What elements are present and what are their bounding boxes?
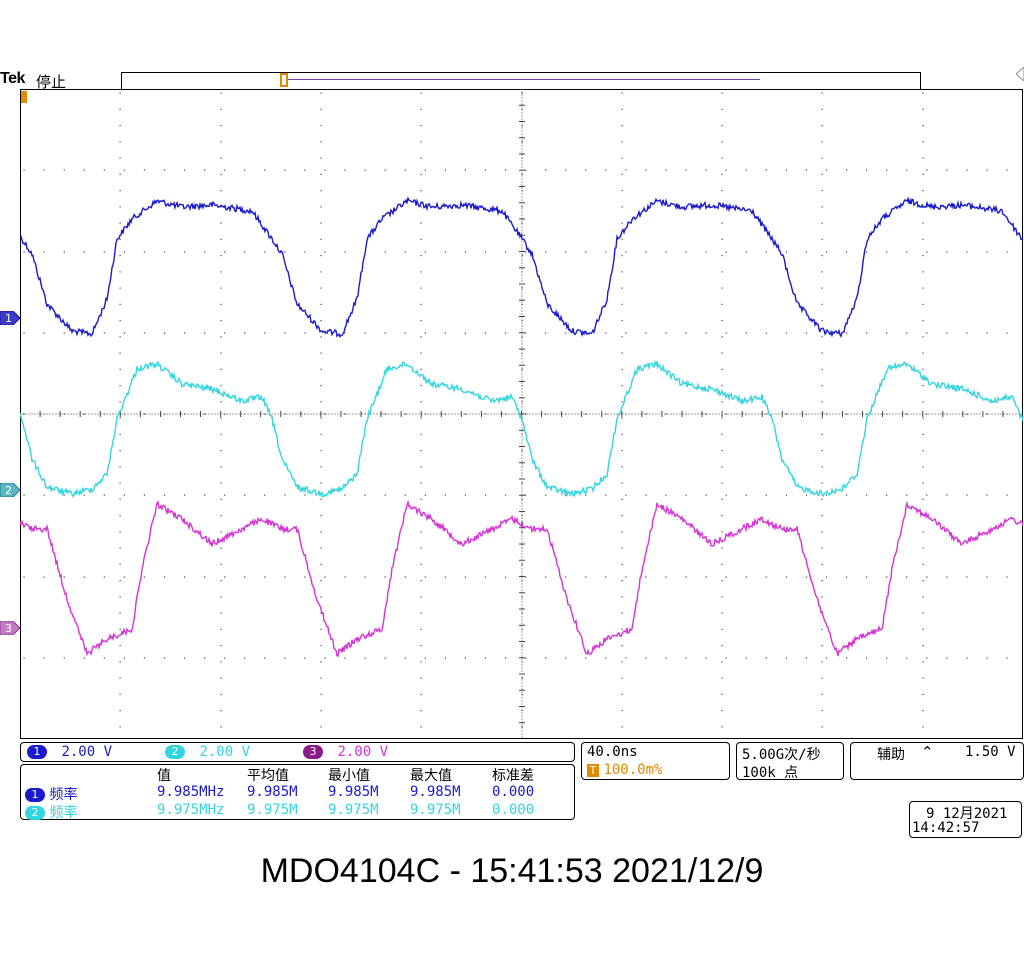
meas-row2-max: 9.975M <box>410 802 461 818</box>
ch2-scale-value: 2.00 V <box>199 744 251 760</box>
meas-row1-std: 0.000 <box>492 784 535 800</box>
ch2-ground-marker[interactable]: 2 <box>0 483 20 497</box>
screenshot-caption: MDO4104C - 15:41:53 2021/12/9 <box>260 852 764 890</box>
date-display: 9 12月2021 <box>926 806 1008 822</box>
trigger-level-marker[interactable] <box>1015 66 1024 82</box>
ch1-scale[interactable]: 1 2.00 V <box>27 744 112 760</box>
waveform-traces <box>20 196 1023 658</box>
record-length: 100k 点 <box>742 765 799 781</box>
ch1-scale-value: 2.00 V <box>61 744 113 760</box>
waveform-display[interactable] <box>20 89 1023 739</box>
trigger-source: 辅助 <box>877 747 905 763</box>
meas-row2-min: 9.975M <box>328 802 379 818</box>
ch1-trace <box>20 196 1023 338</box>
record-trigger-marker <box>280 73 288 87</box>
acquisition-panel[interactable]: 5.00G次/秒 100k 点 <box>736 742 844 781</box>
trigger-level: 1.50 V <box>965 744 1016 760</box>
ch3-ground-marker[interactable]: 3 <box>0 621 20 635</box>
ch3-scale-value: 2.00 V <box>337 744 389 760</box>
ch1-marker-label: 1 <box>5 312 12 325</box>
ch2-chip: 2 <box>165 745 185 759</box>
ch2-marker-label: 2 <box>5 484 12 497</box>
meas-row1-name: 频率 <box>49 787 78 803</box>
meas-row2-mean: 9.975M <box>247 802 298 818</box>
meas-row2-chip: 2 <box>25 806 45 820</box>
trigger-position-icon: T <box>587 763 599 777</box>
meas-header-min: 最小值 <box>328 768 370 784</box>
trigger-position-marker[interactable] <box>21 91 27 103</box>
timebase-panel[interactable]: 40.0ns T 100.0m% <box>581 742 730 780</box>
meas-header-std: 标准差 <box>492 768 534 784</box>
ch2-trace <box>20 359 1023 498</box>
time-display: 14:42:57 <box>912 820 980 836</box>
ch3-scale[interactable]: 3 2.00 V <box>303 744 388 760</box>
meas-row1-min: 9.985M <box>328 784 379 800</box>
ch3-marker-label: 3 <box>5 622 12 635</box>
ch1-ground-marker[interactable]: 1 <box>0 311 20 325</box>
sample-rate: 5.00G次/秒 <box>742 747 821 763</box>
meas-header-value: 值 <box>157 768 171 784</box>
meas-header-max: 最大值 <box>410 768 452 784</box>
datetime-panel: 9 12月2021 14:42:57 <box>909 801 1022 838</box>
meas-row2-value: 9.975MHz <box>157 802 225 818</box>
meas-row1-max: 9.985M <box>410 784 461 800</box>
meas-row1-label[interactable]: 1 频率 <box>25 784 77 804</box>
timebase-scale: 40.0ns <box>587 744 638 760</box>
meas-row1-chip: 1 <box>25 788 45 802</box>
ch2-scale[interactable]: 2 2.00 V <box>165 744 250 760</box>
meas-row2-name: 频率 <box>49 805 78 821</box>
trigger-panel[interactable]: 辅助 ⌃ 1.50 V <box>850 742 1024 780</box>
meas-row1-mean: 9.985M <box>247 784 298 800</box>
channel-scale-panel: 1 2.00 V 2 2.00 V 3 2.00 V <box>20 742 575 762</box>
brand-logo: Tek <box>0 70 25 87</box>
record-view-bar[interactable] <box>121 72 921 90</box>
measurement-panel[interactable]: 值 平均值 最小值 最大值 标准差 1 频率 9.985MHz 9.985M 9… <box>20 764 575 822</box>
record-window-indicator <box>285 79 760 80</box>
acquisition-status: 停止 <box>36 73 67 91</box>
meas-row2-label[interactable]: 2 频率 <box>25 802 77 822</box>
ch3-trace <box>20 499 1023 658</box>
ch3-chip: 3 <box>303 745 323 759</box>
trigger-position: T 100.0m% <box>587 762 662 778</box>
meas-header-mean: 平均值 <box>247 768 289 784</box>
falling-edge-icon: ⌃ <box>921 743 934 761</box>
ch1-chip: 1 <box>27 745 47 759</box>
trigger-position-value: 100.0m% <box>603 762 663 778</box>
meas-row1-value: 9.985MHz <box>157 784 225 800</box>
meas-row2-std: 0.000 <box>492 802 535 818</box>
